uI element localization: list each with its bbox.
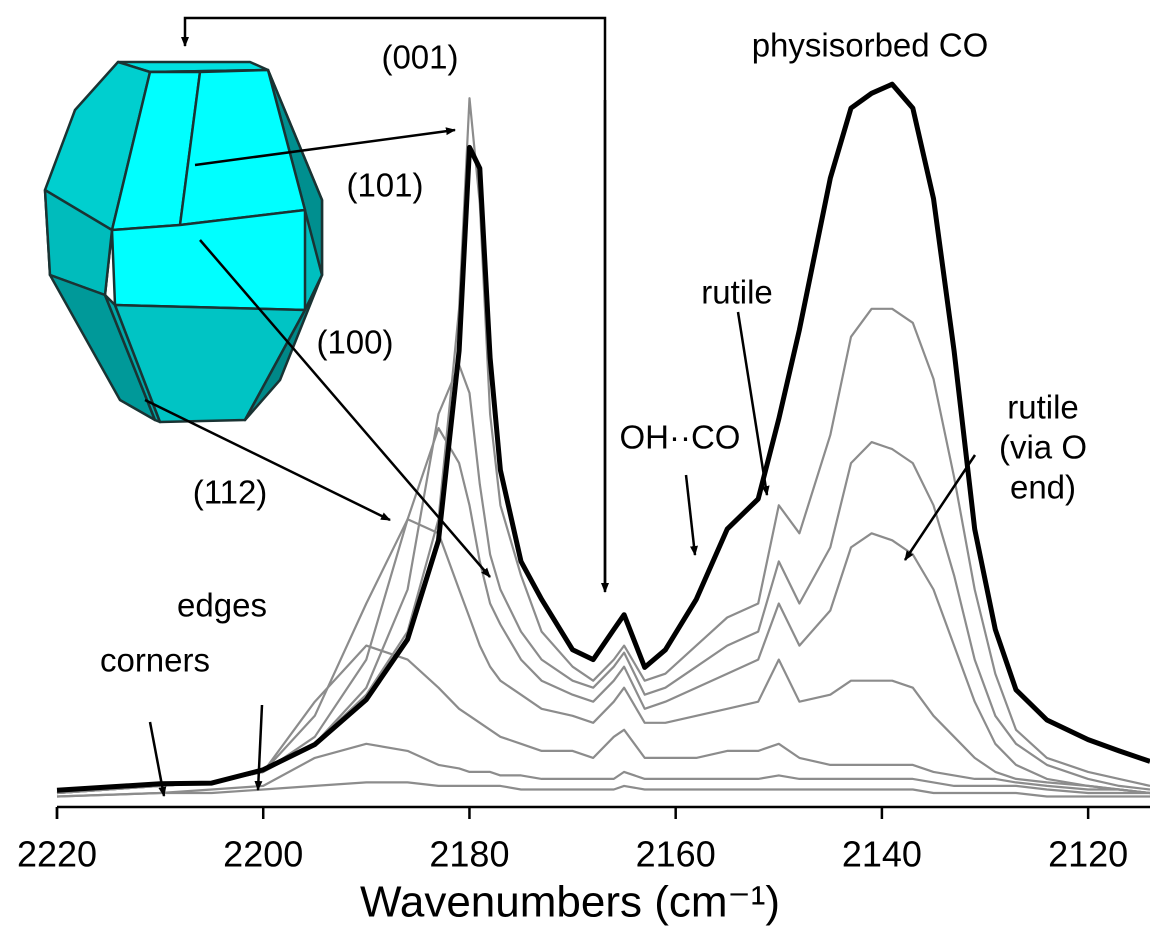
spectrum-line (56, 81, 1150, 793)
arrow (199, 239, 491, 578)
annotation: rutile (701, 274, 773, 311)
annotation: edges (177, 587, 267, 624)
annotation: OH··CO (620, 419, 741, 456)
spectrum-line (56, 644, 1150, 795)
annotation: (100) (316, 324, 393, 361)
annotations: (001) physisorbed CO (101) (100) (112) r… (100, 27, 1087, 679)
crystal (43, 60, 324, 424)
arrow (144, 398, 391, 522)
spectrum-line (56, 781, 1150, 798)
spectrum-line (56, 363, 1150, 795)
annotation: end) (1010, 469, 1076, 506)
arrow (736, 311, 770, 496)
arrow (684, 474, 698, 556)
annotation: rutile (1007, 389, 1079, 426)
x-tick-label: 2200 (223, 834, 303, 875)
spectrum-line (56, 518, 1150, 795)
spectrum-line (56, 742, 1150, 798)
x-tick-label: 2220 (17, 834, 97, 875)
x-tick-label: 2120 (1048, 834, 1128, 875)
annotation: physisorbed CO (752, 27, 989, 64)
x-axis-label: Wavenumbers (cm⁻¹) (360, 878, 780, 927)
annotation-arrows (144, 16, 977, 797)
arrow (254, 704, 264, 791)
series-layer (56, 81, 1150, 798)
spectrum-line (56, 97, 1150, 795)
x-tick-label: 2140 (842, 834, 922, 875)
annotation: (001) (381, 39, 458, 76)
x-tick-label: 2160 (636, 834, 716, 875)
annotation: (101) (346, 167, 423, 204)
annotation: (112) (193, 474, 268, 511)
arrow (194, 127, 456, 167)
annotation: corners (100, 642, 210, 679)
arrow (148, 721, 167, 797)
annotation: (via O (999, 429, 1087, 466)
arrow (903, 454, 977, 561)
spectrum-line (56, 427, 1150, 795)
x-tick-label: 2180 (429, 834, 509, 875)
